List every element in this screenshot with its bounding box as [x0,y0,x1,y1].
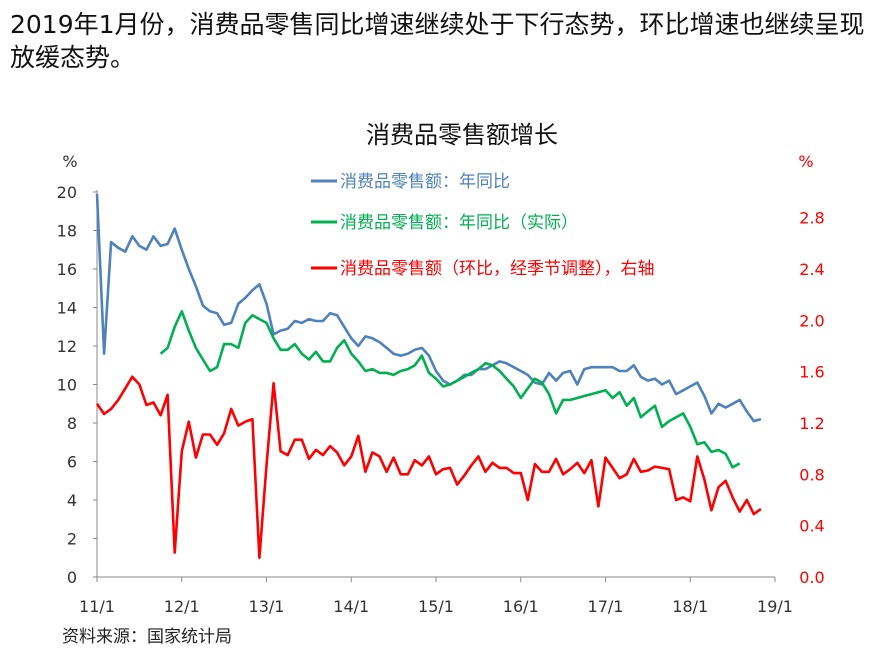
legend-item-yoy-label: 消费品零售额：年同比 [340,172,510,192]
legend-item-yoy-real-label: 消费品零售额：年同比（实际） [340,213,578,233]
series-line-mom [95,375,762,560]
series-line-yoy-real [159,309,741,469]
left-tick-label: 14 [57,299,77,318]
right-axis-ticks: 0.0 0.4 0.8 1.2 1.6 2.0 2.4 2.8 [799,209,824,587]
right-tick-label: 0.4 [799,517,824,536]
right-tick-label: 2.0 [799,311,824,330]
right-tick-label: 1.2 [799,414,824,433]
left-tick-label: 4 [67,491,77,510]
left-tick-label: 8 [67,414,77,433]
chart-title: 消费品零售额增长 [366,121,558,149]
axes [96,190,775,578]
legend-item-mom-label: 消费品零售额（环比，经季节调整），右轴 [340,259,655,279]
x-tick-label: 16/1 [503,597,539,616]
left-tick-label: 10 [57,376,77,395]
right-tick-label: 0.8 [799,465,824,484]
source-note: 资料来源：国家统计局 [62,627,232,647]
left-tick-label: 18 [57,222,77,241]
x-tick-label: 11/1 [79,597,115,616]
headline: 2019年1月份，消费品零售同比增速继续处于下行态势，环比增速也继续呈现放缓态势… [10,10,865,72]
left-tick-label: 6 [67,453,77,472]
x-tick-label: 18/1 [672,597,708,616]
right-tick-label: 1.6 [799,363,824,382]
right-tick-label: 2.8 [799,209,824,228]
right-axis-unit: % [798,152,813,171]
left-tick-label: 16 [57,260,77,279]
left-tick-label: 12 [57,337,77,356]
right-tick-label: 2.4 [799,260,824,279]
left-tick-label: 20 [57,183,77,202]
x-tick-label: 14/1 [333,597,369,616]
x-tick-label: 13/1 [249,597,285,616]
x-tick-label: 15/1 [418,597,454,616]
x-axis-ticks: 11/1 12/1 13/1 14/1 15/1 16/1 17/1 18/1 19/1 [79,577,793,616]
left-tick-label: 2 [67,530,77,549]
left-axis-unit: % [62,152,77,171]
x-tick-label: 12/1 [164,597,200,616]
x-tick-label: 19/1 [757,597,793,616]
right-tick-label: 0.0 [799,568,824,587]
left-axis-ticks: 0 2 4 6 8 10 12 14 16 18 20 [57,183,97,587]
x-tick-label: 17/1 [588,597,624,616]
series-line-yoy [95,193,762,423]
left-tick-label: 0 [67,568,77,587]
series-layer [95,193,762,560]
